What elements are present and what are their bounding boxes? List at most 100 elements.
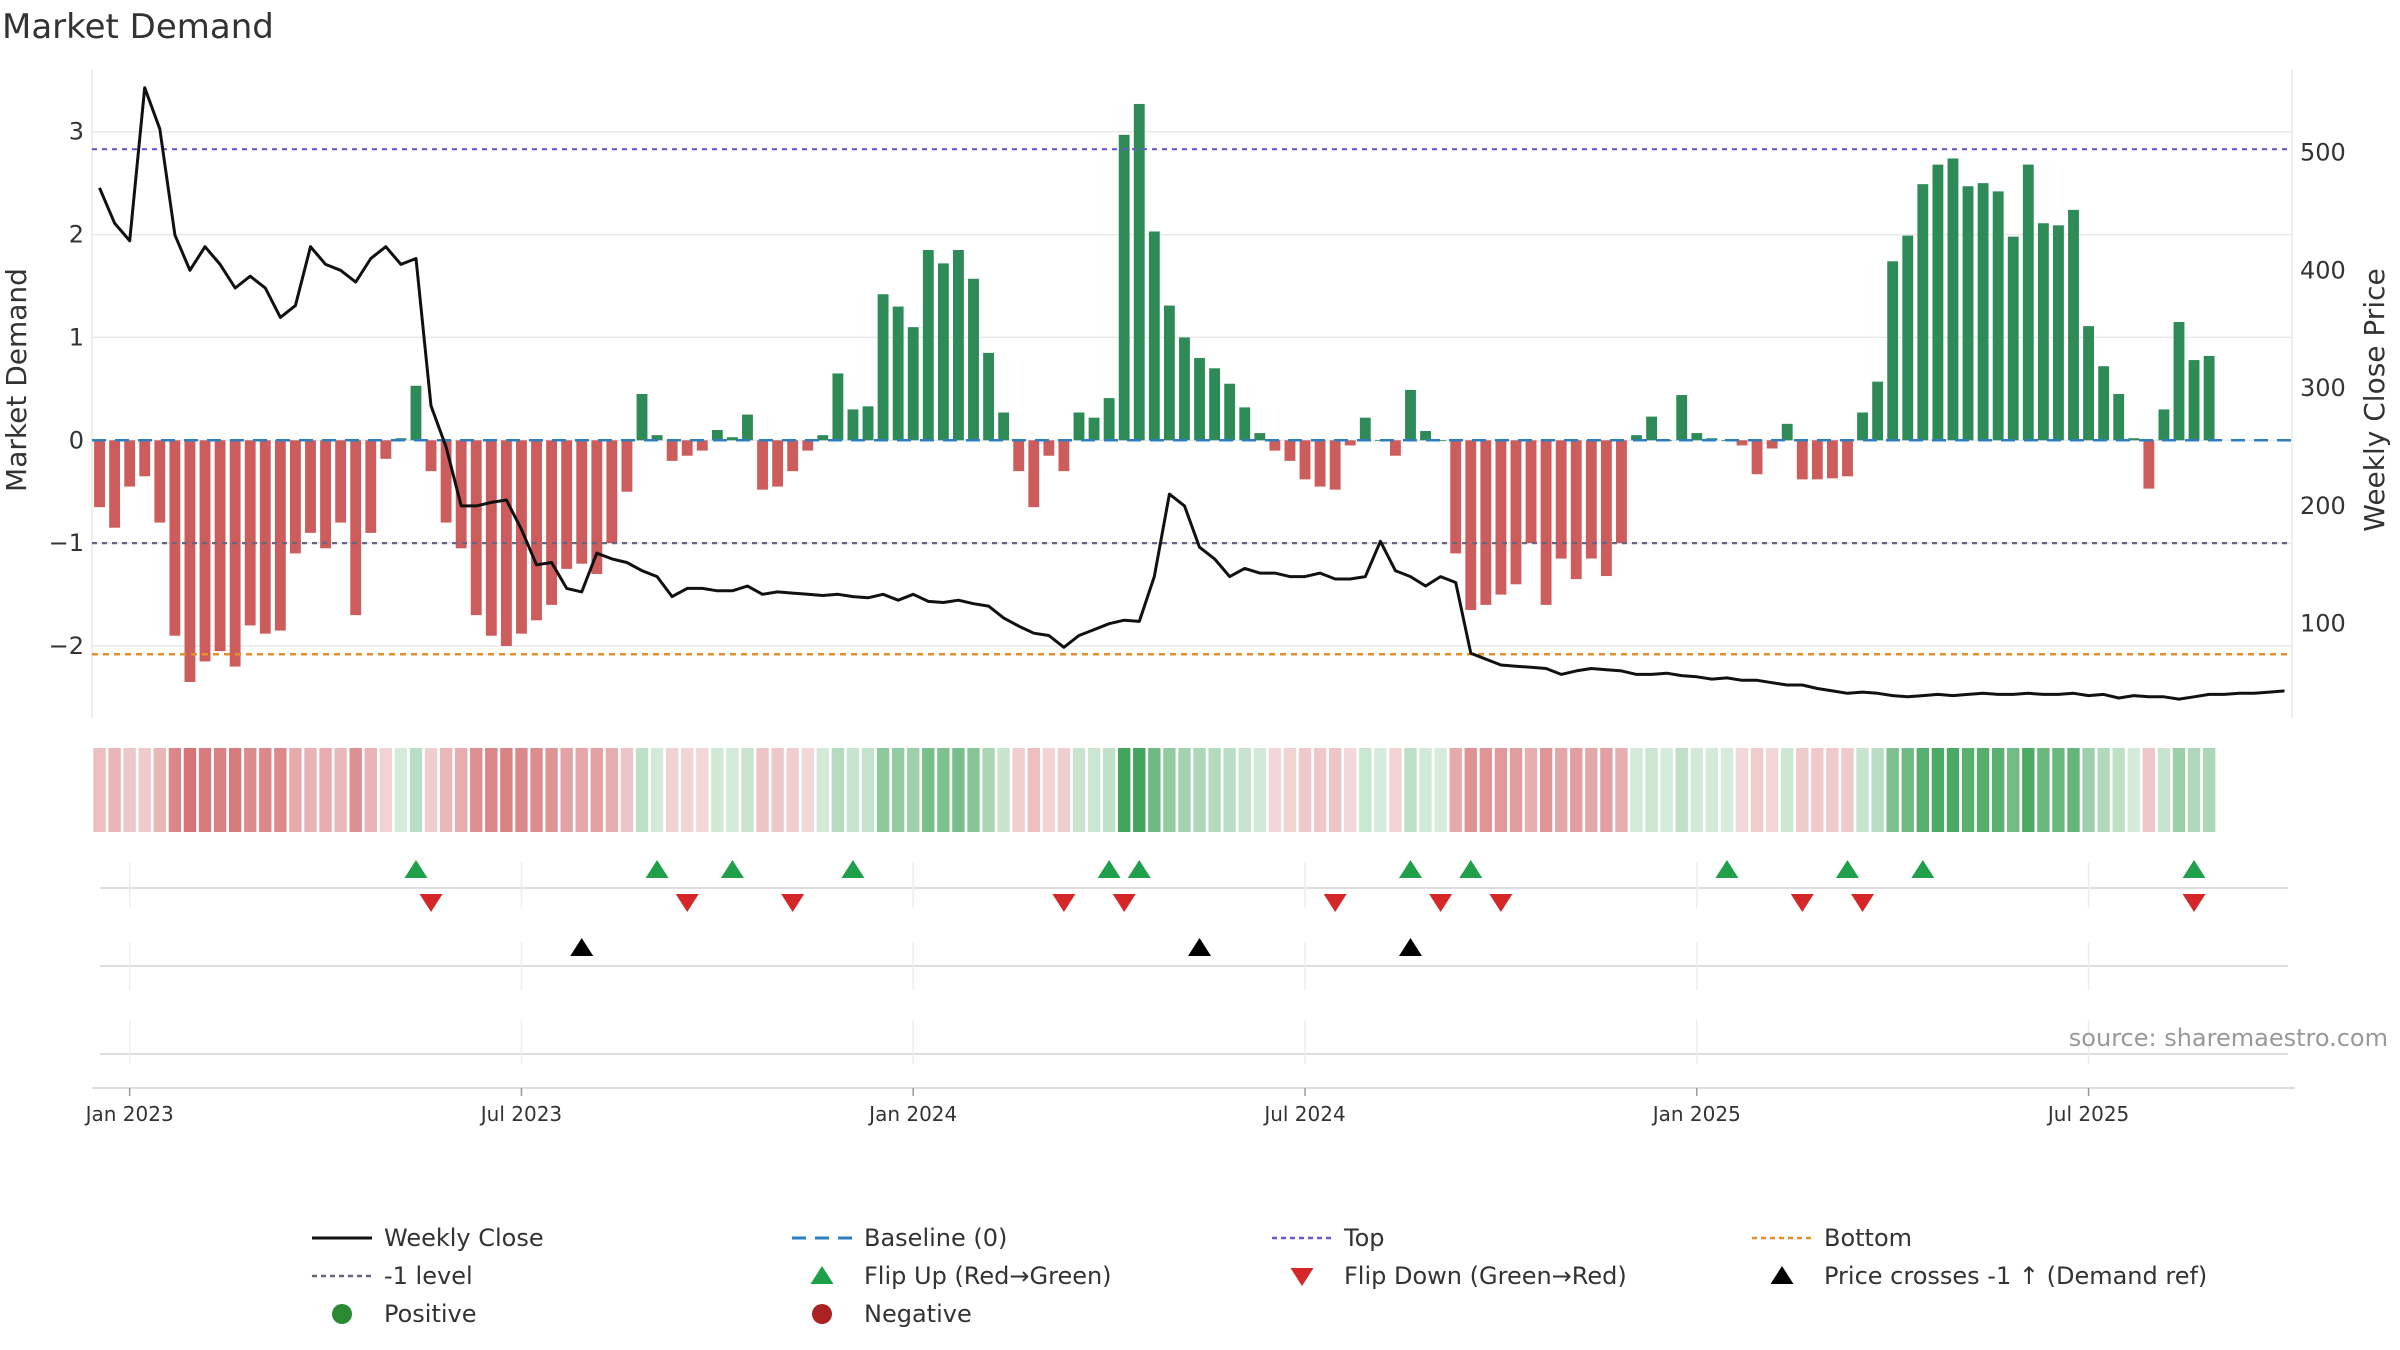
flip-up-marker: [404, 860, 428, 878]
demand-bar: [907, 327, 919, 441]
weekly-close-series: [98, 86, 2285, 701]
legend-label: Top: [1343, 1224, 1385, 1252]
demand-bars: [94, 103, 2215, 682]
heat-cell: [1494, 748, 1508, 832]
demand-bar: [1917, 184, 1929, 441]
heat-cell: [1931, 748, 1945, 832]
heat-cell: [1630, 748, 1643, 832]
demand-bar: [847, 409, 859, 441]
demand-bar: [1465, 440, 1477, 610]
demand-bar: [1359, 417, 1371, 441]
demand-bar: [2113, 394, 2125, 441]
demand-bar: [1209, 368, 1221, 441]
chart-title: Market Demand: [2, 7, 274, 47]
demand-bar: [1902, 235, 1914, 441]
demand-bar: [109, 440, 121, 528]
heat-cell: [876, 748, 890, 832]
legend-item: Bottom: [1752, 1224, 1912, 1252]
heat-cell: [485, 748, 498, 832]
heat-cell: [650, 748, 664, 832]
y2-tick-label: 300: [2300, 374, 2346, 402]
demand-bar: [365, 440, 377, 533]
demand-bar: [1600, 440, 1612, 577]
heat-cell: [1178, 748, 1191, 832]
right-axis-ticks: 500 400 300 200 100: [2300, 138, 2346, 637]
demand-bar: [1992, 191, 2004, 441]
heat-cell: [997, 748, 1010, 832]
demand-bar: [1781, 423, 1793, 441]
demand-bar: [1284, 440, 1296, 461]
demand-bar: [2037, 223, 2049, 441]
demand-bar: [1299, 440, 1311, 480]
demand-bar: [742, 414, 753, 441]
legend-swatch-triangle-up: [1770, 1266, 1794, 1284]
flip-down-marker: [1112, 894, 1136, 912]
y2-tick-label: 500: [2300, 138, 2346, 166]
demand-bar: [470, 440, 482, 616]
heat-cell: [1148, 748, 1161, 832]
heat-cell: [1268, 748, 1282, 832]
legend-label: Price crosses -1 ↑ (Demand ref): [1824, 1262, 2207, 1290]
demand-bar: [244, 440, 256, 626]
heat-cell: [681, 748, 694, 832]
demand-bar: [2158, 409, 2170, 441]
demand-bar: [1631, 435, 1642, 441]
demand-bar: [1555, 440, 1567, 559]
demand-bar: [1450, 440, 1462, 554]
flip-down-marker: [2182, 894, 2206, 912]
heat-cell: [1344, 748, 1357, 832]
heat-cell: [304, 748, 317, 832]
heat-cell: [2082, 748, 2095, 832]
heat-cell: [1539, 748, 1553, 832]
demand-bar: [1420, 431, 1431, 441]
demand-bar: [1962, 186, 1974, 441]
heat-cell: [1976, 748, 1990, 832]
y-tick-label: 0: [69, 426, 84, 454]
legend-swatch-circle: [812, 1304, 832, 1324]
demand-bar: [1405, 389, 1416, 441]
demand-bar: [139, 440, 151, 477]
x-tick-label: Jul 2023: [479, 1102, 562, 1126]
demand-bar: [666, 440, 678, 461]
heat-cell: [1238, 748, 1251, 832]
heat-cell: [1313, 748, 1327, 832]
demand-bar: [1932, 164, 1944, 441]
heat-cell: [2052, 748, 2065, 832]
demand-bar: [922, 250, 934, 441]
demand-bar: [1269, 440, 1281, 451]
demand-bar: [1857, 412, 1868, 441]
heat-cell: [2157, 748, 2171, 832]
heat-cell: [1524, 748, 1538, 832]
heat-cell: [1419, 748, 1432, 832]
heat-cell: [846, 748, 860, 832]
y-tick-label: 2: [69, 221, 84, 249]
heat-cell: [2112, 748, 2125, 832]
demand-bar: [1540, 440, 1552, 605]
heat-cell: [1133, 748, 1146, 832]
flip-up-marker: [1398, 860, 1422, 878]
heat-cell: [1479, 748, 1493, 832]
demand-bar: [1766, 440, 1778, 449]
demand-bar: [983, 352, 994, 441]
demand-bar: [94, 440, 105, 508]
heat-cell: [2067, 748, 2080, 832]
demand-bar: [455, 440, 467, 549]
heat-cell: [1223, 748, 1236, 832]
heat-cell: [1585, 748, 1598, 832]
demand-bar: [1148, 231, 1160, 441]
heat-cell: [831, 748, 845, 832]
heat-cell: [153, 748, 166, 832]
heat-cell: [1072, 748, 1086, 832]
heat-cell: [1102, 748, 1116, 832]
demand-bar: [1570, 440, 1582, 580]
demand-bar: [1133, 103, 1145, 441]
flip-down-marker: [1851, 894, 1875, 912]
heat-cell: [1690, 748, 1703, 832]
heat-cell: [1298, 748, 1312, 832]
heat-cell: [1901, 748, 1914, 832]
y-tick-label: −2: [49, 632, 84, 660]
demand-bar: [2128, 438, 2140, 441]
demand-bar: [2083, 326, 2094, 441]
demand-bar: [968, 278, 979, 441]
